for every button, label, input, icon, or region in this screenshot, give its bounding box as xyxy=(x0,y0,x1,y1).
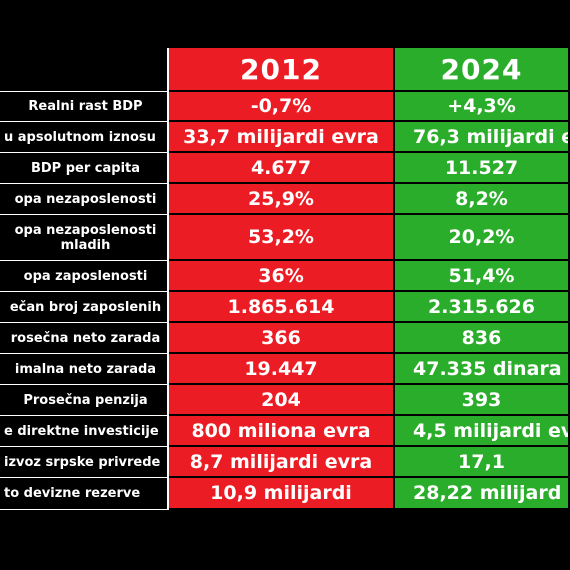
value-2012: -0,7% xyxy=(169,92,395,122)
value-2024: 836 xyxy=(395,323,570,354)
value-2012: 33,7 milijardi evra xyxy=(169,122,395,153)
value-2024: 28,22 milijard xyxy=(395,478,570,510)
row-label: ečan broj zaposlenih xyxy=(0,292,169,323)
row-label: rosečna neto zarada xyxy=(0,323,169,354)
value-2024: 76,3 milijardi e xyxy=(395,122,570,153)
value-2024: 8,2% xyxy=(395,184,570,215)
row-label: opa nezaposlenosti mladih xyxy=(0,215,169,261)
value-2012: 53,2% xyxy=(169,215,395,261)
value-2024: 4,5 milijardi ev xyxy=(395,416,570,447)
value-2024: 17,1 xyxy=(395,447,570,478)
value-2012: 8,7 milijardi evra xyxy=(169,447,395,478)
row-label: to devizne rezerve xyxy=(0,478,169,510)
year-2024-label: 2024 xyxy=(440,52,523,86)
row-label: Realni rast BDP xyxy=(0,92,169,122)
row-label: opa nezaposlenosti xyxy=(0,184,169,215)
row-label: Prosečna penzija xyxy=(0,385,169,416)
header-2012: 2012 xyxy=(169,48,395,92)
value-2012: 800 miliona evra xyxy=(169,416,395,447)
header-2024: 2024 xyxy=(395,48,570,92)
value-2024: 51,4% xyxy=(395,261,570,292)
value-2012: 36% xyxy=(169,261,395,292)
value-2012: 25,9% xyxy=(169,184,395,215)
value-2024: 2.315.626 xyxy=(395,292,570,323)
row-label: izvoz srpske privrede xyxy=(0,447,169,478)
value-2024: 393 xyxy=(395,385,570,416)
value-2012: 19.447 xyxy=(169,354,395,385)
year-2012-label: 2012 xyxy=(240,52,322,86)
value-2012: 1.865.614 xyxy=(169,292,395,323)
row-label: opa zaposlenosti xyxy=(0,261,169,292)
value-2024: 47.335 dinara xyxy=(395,354,570,385)
value-2012: 204 xyxy=(169,385,395,416)
value-2012: 366 xyxy=(169,323,395,354)
value-2024: 11.527 xyxy=(395,153,570,184)
row-label: BDP per capita xyxy=(0,153,169,184)
value-2024: +4,3% xyxy=(395,92,570,122)
comparison-table: 2012 2024 Realni rast BDP -0,7% +4,3% u … xyxy=(0,48,570,520)
value-2012: 10,9 milijardi xyxy=(169,478,395,510)
header-blank-cell xyxy=(0,48,169,92)
value-2012: 4.677 xyxy=(169,153,395,184)
value-2024: 20,2% xyxy=(395,215,570,261)
row-label: e direktne investicije xyxy=(0,416,169,447)
row-label: imalna neto zarada xyxy=(0,354,169,385)
row-label: u apsolutnom iznosu xyxy=(0,122,169,153)
